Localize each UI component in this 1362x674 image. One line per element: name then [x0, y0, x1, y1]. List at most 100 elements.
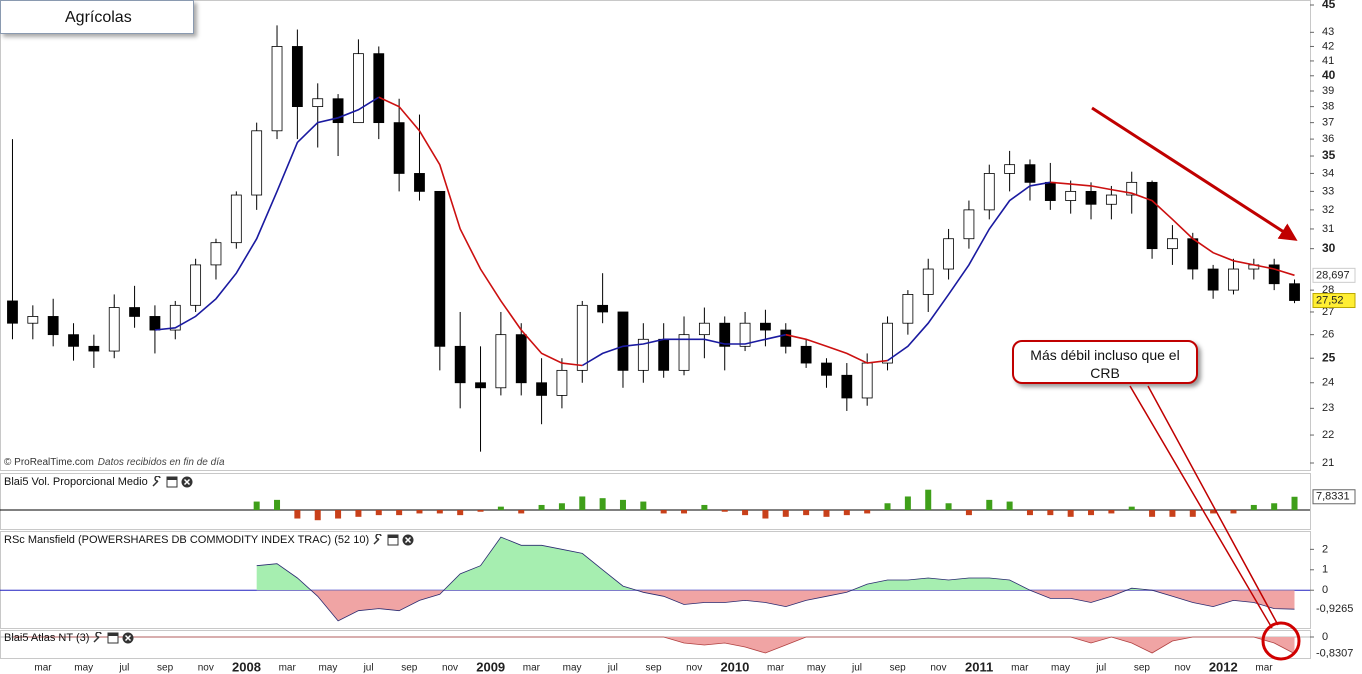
candle-body	[658, 338, 670, 371]
x-tick-label: sep	[401, 663, 418, 674]
bar	[274, 499, 281, 511]
bar	[1067, 510, 1074, 517]
y-tick-label: 23	[1322, 402, 1334, 414]
bar	[314, 510, 321, 521]
x-tick-label: nov	[198, 663, 214, 674]
candle-body	[1044, 181, 1056, 201]
bar	[945, 503, 952, 511]
bar	[1006, 501, 1013, 511]
y-tick-label: 45	[1322, 0, 1336, 11]
bar	[1149, 510, 1156, 517]
bar	[742, 510, 749, 516]
bar	[1088, 510, 1095, 516]
bar	[579, 496, 586, 511]
panel-frame	[0, 473, 1311, 530]
candle-body	[1024, 164, 1036, 183]
candle-body	[943, 238, 954, 270]
candle-body	[536, 382, 547, 396]
bar	[396, 510, 403, 516]
candle-body	[495, 334, 507, 389]
area-line	[256, 536, 1295, 622]
candle-body	[230, 194, 242, 244]
candle-body	[1207, 268, 1219, 291]
x-tick-label: nov	[1175, 663, 1191, 674]
bar	[457, 510, 464, 516]
window-icon[interactable]	[107, 632, 119, 644]
bar	[1047, 510, 1054, 516]
bar	[762, 510, 769, 519]
bar	[436, 510, 443, 514]
candle-body	[454, 345, 466, 384]
x-tick-label: nov	[930, 663, 946, 674]
candle-body	[698, 322, 710, 336]
area-line	[12, 636, 1295, 654]
x-tick-label: jul	[363, 663, 374, 674]
x-tick-label: jul	[1095, 663, 1106, 674]
settings-icon[interactable]	[151, 476, 163, 488]
bar	[416, 510, 423, 514]
candle-body	[719, 322, 731, 347]
bar	[640, 501, 647, 511]
x-tick-label: sep	[157, 663, 174, 674]
close-icon[interactable]	[181, 476, 193, 488]
candle-body	[68, 334, 79, 347]
y-tick-label: 41	[1322, 55, 1334, 67]
candle-body	[882, 322, 893, 364]
candle-body	[780, 329, 792, 347]
y-tick-label: 35	[1322, 148, 1336, 162]
bar	[477, 510, 484, 512]
y-tick-label: 25	[1322, 350, 1336, 364]
candle-body	[1085, 190, 1097, 205]
callout: Más débil incluso que el CRB	[1012, 340, 1198, 384]
settings-icon[interactable]	[372, 534, 384, 546]
bar	[660, 510, 667, 514]
panel-header: Blai5 Vol. Proporcional Medio	[4, 476, 193, 488]
x-tick-label: sep	[1134, 663, 1151, 674]
candle-body	[353, 53, 364, 124]
close-icon[interactable]	[122, 632, 134, 644]
window-icon[interactable]	[387, 534, 399, 546]
value-label-box	[1312, 293, 1356, 309]
bar	[1026, 510, 1033, 516]
candle-body	[1105, 194, 1117, 205]
candle-body	[1289, 283, 1300, 301]
y-tick-label: 34	[1322, 167, 1334, 179]
candle-body	[637, 338, 649, 371]
candle-body	[169, 304, 181, 331]
x-tick-label: 2010	[720, 659, 749, 674]
y-tick-label: 1	[1322, 564, 1328, 576]
candle-body	[861, 362, 873, 399]
bar	[1169, 510, 1176, 517]
bar	[294, 510, 301, 519]
candle-body	[251, 130, 263, 196]
value-label: 28,697	[1316, 269, 1350, 281]
candle-body	[556, 369, 568, 396]
x-tick-label: sep	[890, 663, 907, 674]
candle-body	[190, 264, 202, 306]
bar	[558, 503, 565, 511]
candle-body	[393, 122, 405, 174]
candle-body	[312, 98, 324, 108]
x-tick-label: 2008	[232, 659, 261, 674]
bar	[823, 510, 830, 517]
panel-frame	[0, 630, 1311, 659]
y-tick-label: 21	[1322, 457, 1334, 469]
source-note: Datos recibidos en fin de día	[97, 457, 225, 468]
close-icon[interactable]	[402, 534, 414, 546]
moving-average	[154, 96, 1051, 367]
value-label: 27,52	[1316, 294, 1344, 306]
x-tick-label: jul	[607, 663, 618, 674]
value-label-box	[1312, 267, 1356, 283]
candle-body	[678, 334, 690, 371]
candle-body	[1146, 181, 1158, 250]
window-icon[interactable]	[166, 476, 178, 488]
panel-title: Blai5 Vol. Proporcional Medio	[4, 476, 148, 488]
candle-body	[271, 46, 283, 132]
settings-icon[interactable]	[92, 632, 104, 644]
candle-body	[129, 307, 140, 317]
panel-title: RSc Mansfield (POWERSHARES DB COMMODITY …	[4, 534, 370, 546]
bar	[1210, 510, 1217, 514]
bar	[1189, 510, 1196, 517]
bar	[721, 510, 728, 512]
y-tick-label: 32	[1322, 204, 1334, 216]
